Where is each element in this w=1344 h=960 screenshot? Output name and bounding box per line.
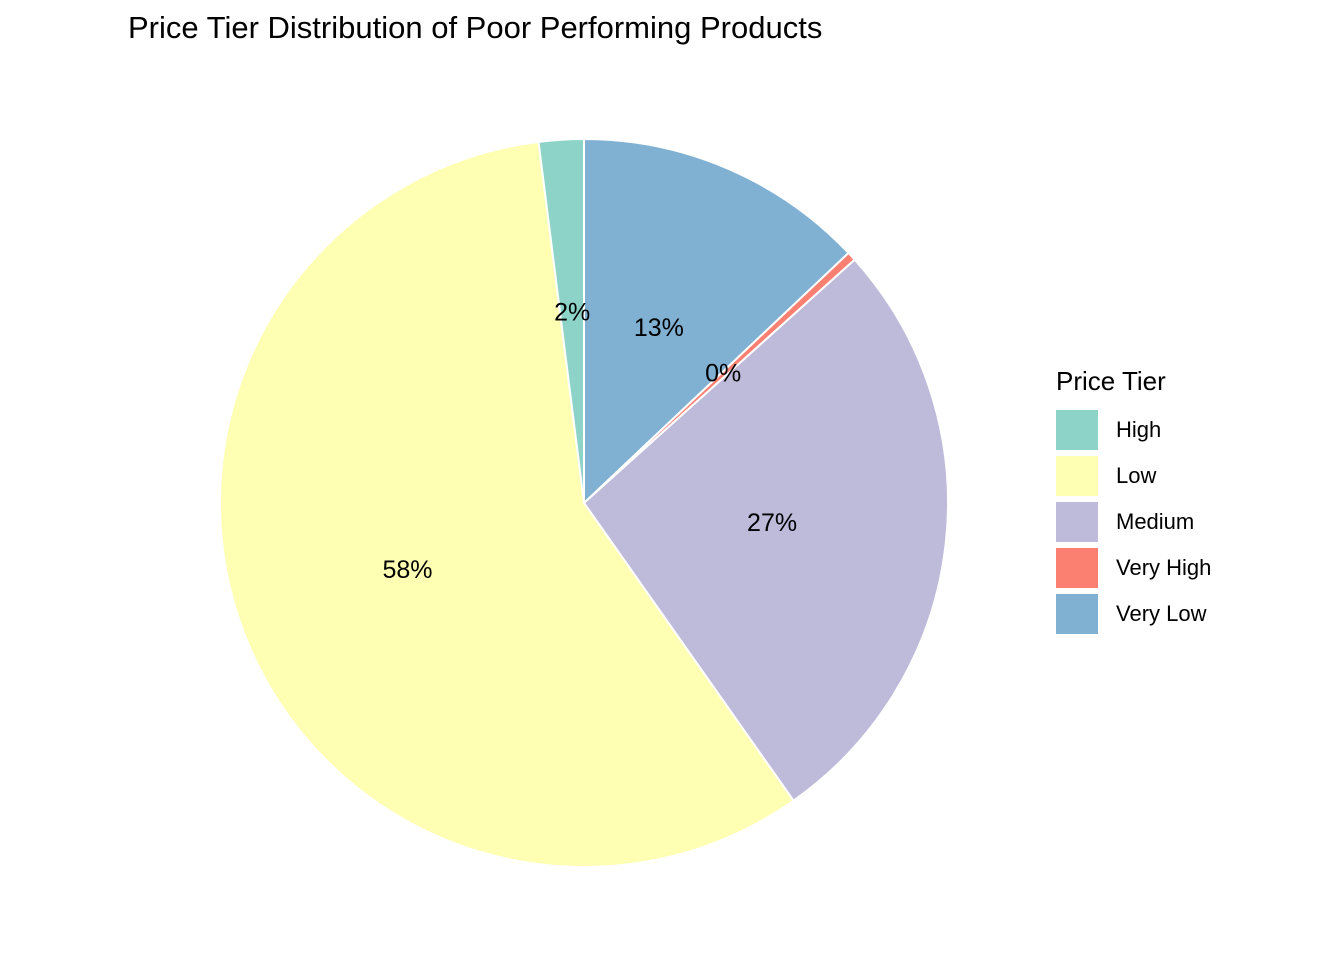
legend-label: Very High xyxy=(1116,555,1212,580)
legend-title: Price Tier xyxy=(1056,366,1166,396)
slice-medium xyxy=(582,258,949,803)
legend-swatch xyxy=(1056,456,1098,496)
legend-swatch xyxy=(1056,502,1098,542)
pie-labels: 13% 0% 27% 58% 2% xyxy=(382,299,797,584)
legend-item-medium: Medium xyxy=(1056,499,1211,545)
pie-slices xyxy=(219,137,949,868)
chart-title: Price Tier Distribution of Poor Performi… xyxy=(128,10,823,45)
legend-items: High Low Medium Very High Very Low xyxy=(1056,407,1211,637)
legend-label: Low xyxy=(1116,463,1157,488)
slice-label-low: 58% xyxy=(382,556,432,584)
slice-label-very-high: 0% xyxy=(705,359,741,387)
slice-low xyxy=(219,140,795,868)
legend-item-high: High xyxy=(1056,407,1211,453)
slice-label-medium: 27% xyxy=(747,509,797,537)
legend-item-very-low: Very Low xyxy=(1056,591,1211,637)
slice-label-very-low: 13% xyxy=(634,314,684,342)
legend-swatch xyxy=(1056,410,1098,450)
legend-item-low: Low xyxy=(1056,453,1211,499)
slice-label-high: 2% xyxy=(554,299,590,327)
legend-label: High xyxy=(1116,417,1162,442)
legend-item-very-high: Very High xyxy=(1056,545,1211,591)
slice-very-low xyxy=(583,137,850,506)
legend: Price Tier High Low Medium Very High Very Lo… xyxy=(1056,366,1211,637)
legend-label: Medium xyxy=(1116,509,1195,534)
legend-label: Very Low xyxy=(1116,601,1207,626)
slice-high xyxy=(537,137,585,504)
legend-swatch xyxy=(1056,548,1098,588)
legend-swatch xyxy=(1056,594,1098,634)
